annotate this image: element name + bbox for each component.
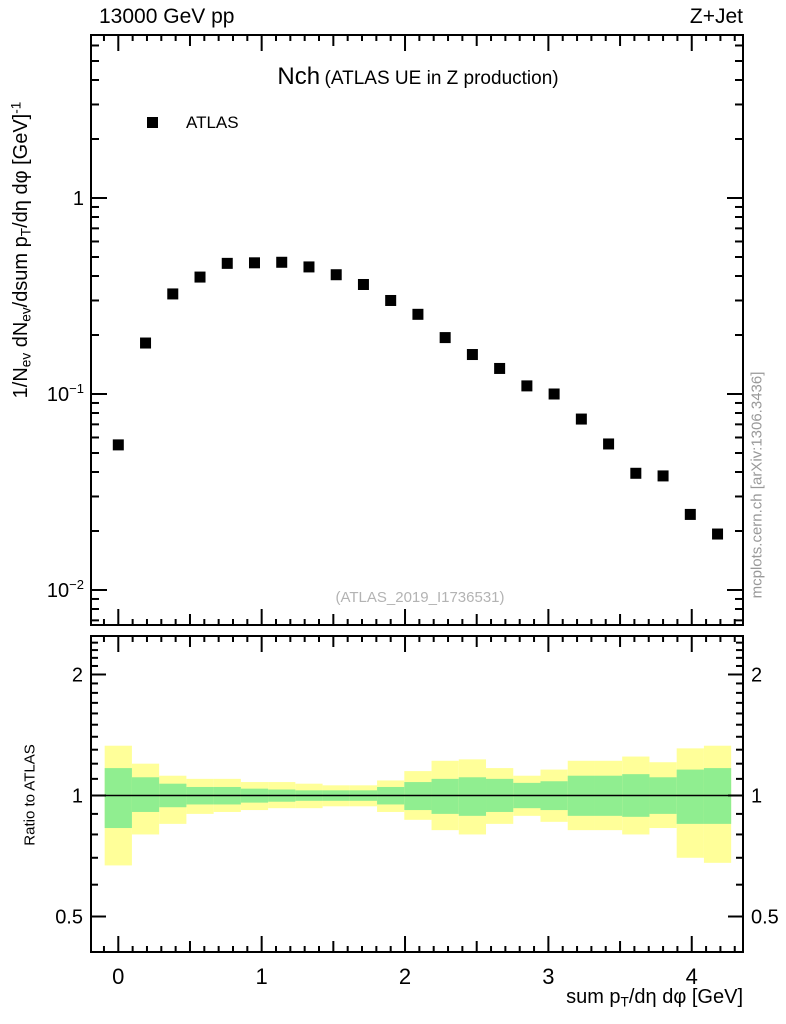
data-series-atlas: [112, 256, 724, 540]
ratio-y-axis-title: Ratio to ATLAS: [21, 744, 39, 846]
legend-marker-filled-square: [147, 117, 158, 128]
data-point-marker: [357, 278, 369, 290]
green-band-bin: [458, 777, 487, 816]
data-point-marker: [276, 256, 288, 268]
data-point-marker: [657, 470, 669, 482]
legend-item-atlas: ATLAS: [186, 113, 239, 132]
main-y-tick-label: 1: [73, 188, 84, 210]
ratio-y-tick-label-right: 1: [751, 786, 762, 808]
data-point-marker: [712, 528, 724, 540]
green-band-bin: [431, 778, 459, 814]
process-label: Z+Jet: [689, 5, 743, 28]
data-point-marker: [221, 257, 233, 269]
main-y-tick-label: 10−2: [47, 577, 84, 602]
green-band-bin: [104, 768, 132, 829]
analysis-id-watermark: (ATLAS_2019_I1736531): [335, 589, 505, 606]
data-point-marker: [494, 362, 506, 374]
data-point-marker: [521, 380, 533, 392]
analysis-name: (ATLAS UE in Z production): [324, 68, 559, 89]
axis-title-fragment: 1/N: [10, 367, 33, 399]
green-band-bin: [131, 777, 160, 812]
data-point-marker: [167, 288, 179, 300]
tick-base: 10: [47, 384, 69, 406]
tick-base: 1: [73, 188, 84, 210]
plot-title: Nch (ATLAS UE in Z production): [120, 63, 716, 91]
mcplots-caption: mcplots.cern.ch [arXiv:1306.3436]: [748, 371, 766, 599]
axis-title-fragment: ev: [18, 352, 34, 368]
ratio-y-tick-label-left: 0.5: [55, 907, 83, 929]
ratio-y-tick-label-right: 0.5: [751, 907, 779, 929]
axis-title-fragment: /dsum p: [10, 236, 33, 308]
ratio-panel-frame: [90, 635, 744, 953]
x-axis-title: sum pT/dη dφ [GeV]: [566, 986, 743, 1009]
data-point-marker: [439, 332, 451, 344]
data-point-marker: [684, 508, 696, 520]
axis-ticks: [91, 35, 743, 952]
x-tick-label: 3: [542, 964, 554, 989]
observable-name: Nch: [277, 63, 321, 90]
main-y-axis-title: 1/Nev dNev/dsum pT/dη dφ [GeV]-1: [8, 102, 33, 399]
data-point-marker: [466, 349, 478, 361]
ratio-y-tick-label-right: 2: [751, 664, 762, 686]
data-point-marker: [303, 261, 315, 273]
data-point-marker: [548, 388, 560, 400]
ratio-y-tick-label-left: 2: [72, 664, 83, 686]
tick-base: 10: [47, 580, 69, 602]
x-tick-label: 1: [256, 964, 268, 989]
data-point-marker: [412, 308, 424, 320]
axis-title-fragment: /dη dφ [GeV]: [10, 113, 33, 228]
axis-title-fragment: ev: [18, 307, 34, 322]
axis-title-fragment: T: [620, 994, 629, 1010]
beam-energy-label: 13000 GeV pp: [99, 5, 235, 28]
tick-exponent: −2: [69, 577, 84, 592]
main-y-tick-label: 10−1: [47, 381, 84, 406]
data-point-marker: [248, 257, 260, 269]
ratio-bands: [104, 745, 732, 866]
tick-exponent: −1: [69, 381, 84, 396]
x-tick-label: 0: [112, 964, 124, 989]
data-point-marker: [385, 294, 397, 306]
data-point-marker: [330, 269, 342, 281]
data-point-marker: [575, 413, 587, 425]
axis-title-fragment: -1: [8, 101, 24, 114]
axis-title-fragment: sum p: [566, 986, 621, 1008]
x-tick-label: 2: [399, 964, 411, 989]
green-band-bin: [676, 769, 704, 824]
axis-title-fragment: T: [18, 227, 34, 237]
ratio-y-tick-label-left: 1: [72, 786, 83, 808]
data-point-marker: [194, 271, 206, 283]
x-tick-label: 4: [686, 964, 698, 989]
axis-title-fragment: dN: [10, 321, 33, 353]
axis-title-fragment: /dη dφ [GeV]: [628, 986, 743, 1008]
data-point-marker: [140, 337, 152, 349]
data-point-marker: [630, 467, 642, 479]
main-panel-frame: [90, 34, 744, 626]
data-point-marker: [603, 438, 615, 450]
data-point-marker: [112, 439, 124, 451]
